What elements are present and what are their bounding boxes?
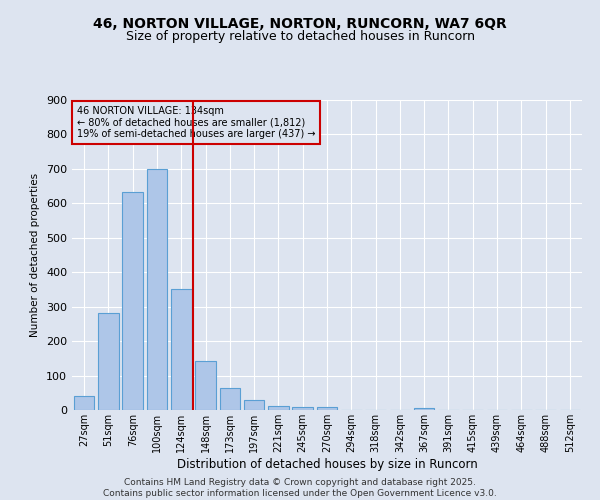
- Y-axis label: Number of detached properties: Number of detached properties: [31, 173, 40, 337]
- Bar: [244, 400, 265, 410]
- Bar: [74, 396, 94, 410]
- Bar: [195, 360, 216, 410]
- X-axis label: Distribution of detached houses by size in Runcorn: Distribution of detached houses by size …: [176, 458, 478, 470]
- Bar: [268, 406, 289, 410]
- Bar: [98, 312, 119, 410]
- Text: Contains HM Land Registry data © Crown copyright and database right 2025.
Contai: Contains HM Land Registry data © Crown c…: [103, 478, 497, 498]
- Bar: [414, 408, 434, 410]
- Bar: [220, 388, 240, 410]
- Bar: [292, 406, 313, 410]
- Bar: [146, 169, 167, 410]
- Bar: [317, 406, 337, 410]
- Bar: [122, 192, 143, 410]
- Text: Size of property relative to detached houses in Runcorn: Size of property relative to detached ho…: [125, 30, 475, 43]
- Bar: [171, 290, 191, 410]
- Text: 46, NORTON VILLAGE, NORTON, RUNCORN, WA7 6QR: 46, NORTON VILLAGE, NORTON, RUNCORN, WA7…: [93, 18, 507, 32]
- Text: 46 NORTON VILLAGE: 134sqm
← 80% of detached houses are smaller (1,812)
19% of se: 46 NORTON VILLAGE: 134sqm ← 80% of detac…: [77, 106, 316, 140]
